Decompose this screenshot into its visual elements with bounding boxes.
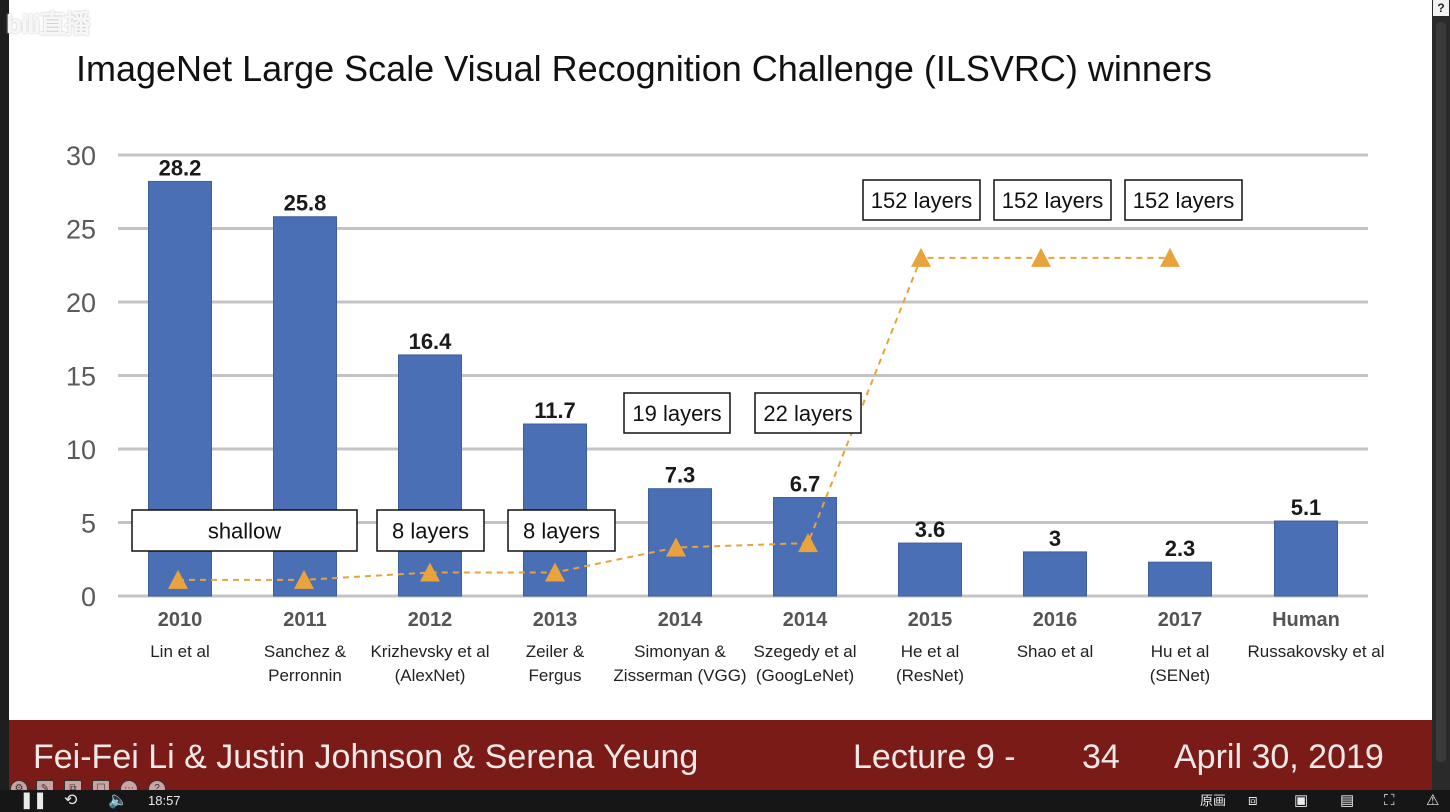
bar-value-label: 2.3	[1165, 536, 1196, 561]
x-category-label: 2014	[783, 609, 828, 631]
author-label: Zisserman (VGG)	[613, 666, 746, 685]
author-label: Szegedy et al	[753, 642, 856, 661]
author-label: Hu et al	[1151, 642, 1210, 661]
bar-value-label: 5.1	[1291, 495, 1322, 520]
layer-label: 8 layers	[523, 519, 600, 544]
bar	[1148, 561, 1212, 597]
footer-page-number: 34	[1082, 738, 1120, 776]
layer-label: 152 layers	[1133, 188, 1235, 213]
bar-value-label: 3	[1049, 526, 1061, 551]
y-tick-label: 30	[66, 141, 96, 171]
y-tick-label: 25	[66, 215, 96, 245]
author-label: Russakovsky et al	[1248, 642, 1385, 661]
quality-button[interactable]: 原画	[1200, 793, 1227, 808]
layer-label: 19 layers	[632, 401, 721, 426]
layer-label-box	[862, 179, 981, 221]
slide-footer: Fei-Fei Li & Justin Johnson & Serena Yeu…	[9, 720, 1432, 790]
vertical-scrollbar[interactable]	[1432, 0, 1450, 790]
loop-icon[interactable]: ⟲	[64, 792, 78, 809]
depth-marker	[911, 247, 931, 267]
bar-value-label: 3.6	[915, 517, 946, 542]
author-label: Perronnin	[268, 666, 342, 685]
bar-value-label: 28.2	[159, 155, 202, 180]
bar	[398, 354, 462, 597]
pip-icon[interactable]: ⧈	[1248, 792, 1258, 809]
layer-label: 152 layers	[871, 188, 973, 213]
author-label: Shao et al	[1017, 642, 1094, 661]
depth-marker	[294, 569, 314, 589]
layer-label-box	[993, 179, 1112, 221]
x-category-label: 2017	[1158, 609, 1203, 631]
footer-authors: Fei-Fei Li & Justin Johnson & Serena Yeu…	[33, 738, 699, 776]
author-label: (AlexNet)	[395, 666, 466, 685]
x-category-label: 2011	[283, 609, 326, 631]
player-control-bar: ❚❚ ⟲ 🔈 18:57 原画 ⧈ ▣ ▤ ⛶ ⚠	[0, 790, 1450, 812]
x-category-label: 2012	[408, 609, 453, 631]
layer-label: 8 layers	[392, 519, 469, 544]
y-tick-label: 15	[66, 362, 96, 392]
author-label: Sanchez &	[264, 642, 347, 661]
bar-value-label: 7.3	[665, 463, 696, 488]
volume-icon[interactable]: 🔈	[108, 792, 128, 809]
layer-label: shallow	[208, 519, 281, 544]
depth-marker	[798, 533, 818, 553]
extra-icon[interactable]: ⚠	[1426, 792, 1440, 809]
x-category-label: 2015	[908, 609, 953, 631]
bar	[898, 542, 962, 597]
bar	[1274, 520, 1338, 597]
layer-label-box	[507, 509, 616, 552]
depth-marker	[168, 569, 188, 589]
author-label: Fergus	[529, 666, 582, 685]
bar	[1023, 551, 1087, 597]
footer-date: April 30, 2019	[1174, 738, 1384, 776]
danmaku-icon[interactable]: ▣	[1294, 792, 1309, 809]
x-category-label: 2010	[158, 609, 203, 631]
scrollbar-thumb[interactable]	[1436, 22, 1446, 762]
y-tick-label: 20	[66, 288, 96, 318]
slide-title: ImageNet Large Scale Visual Recognition …	[76, 48, 1212, 89]
depth-marker	[1031, 247, 1051, 267]
bar-value-label: 6.7	[790, 472, 821, 497]
y-tick-label: 10	[66, 435, 96, 465]
help-icon[interactable]: ?	[1433, 0, 1449, 16]
fullscreen-icon[interactable]: ⛶	[1384, 792, 1395, 809]
author-label: Zeiler &	[526, 642, 585, 661]
x-category-label: 2016	[1033, 609, 1078, 631]
layer-label: 22 layers	[763, 401, 852, 426]
subtitle-icon[interactable]: ▤	[1340, 792, 1355, 809]
footer-lecture: Lecture 9 -	[853, 738, 1016, 776]
author-label: (SENet)	[1150, 666, 1210, 685]
x-category-label: 2014	[658, 609, 703, 631]
layer-label-box	[754, 392, 862, 434]
x-category-label: Human	[1272, 609, 1340, 631]
depth-marker	[666, 537, 686, 557]
bilibili-live-watermark: bili直播	[6, 9, 91, 39]
depth-marker	[1160, 247, 1180, 267]
playback-time: 18:57	[148, 793, 181, 808]
pause-icon[interactable]: ❚❚	[20, 792, 47, 809]
y-tick-label: 0	[81, 582, 96, 612]
author-label: (GoogLeNet)	[756, 666, 854, 685]
x-category-label: 2013	[533, 609, 578, 631]
author-label: He et al	[901, 642, 960, 661]
layer-label-box	[131, 509, 358, 552]
bar	[648, 488, 712, 597]
bar-value-label: 11.7	[534, 398, 576, 423]
layer-label: 152 layers	[1002, 188, 1104, 213]
author-label: Simonyan &	[634, 642, 726, 661]
layer-label-box	[376, 509, 485, 552]
bar-value-label: 25.8	[284, 191, 327, 216]
layer-label-box	[1124, 179, 1243, 221]
layer-label-box	[623, 392, 731, 434]
author-label: Lin et al	[150, 642, 210, 661]
depth-marker	[545, 562, 565, 582]
y-tick-label: 5	[81, 509, 96, 539]
depth-marker	[420, 562, 440, 582]
author-label: (ResNet)	[896, 666, 964, 685]
author-label: Krizhevsky et al	[370, 642, 489, 661]
bar-value-label: 16.4	[409, 329, 453, 354]
